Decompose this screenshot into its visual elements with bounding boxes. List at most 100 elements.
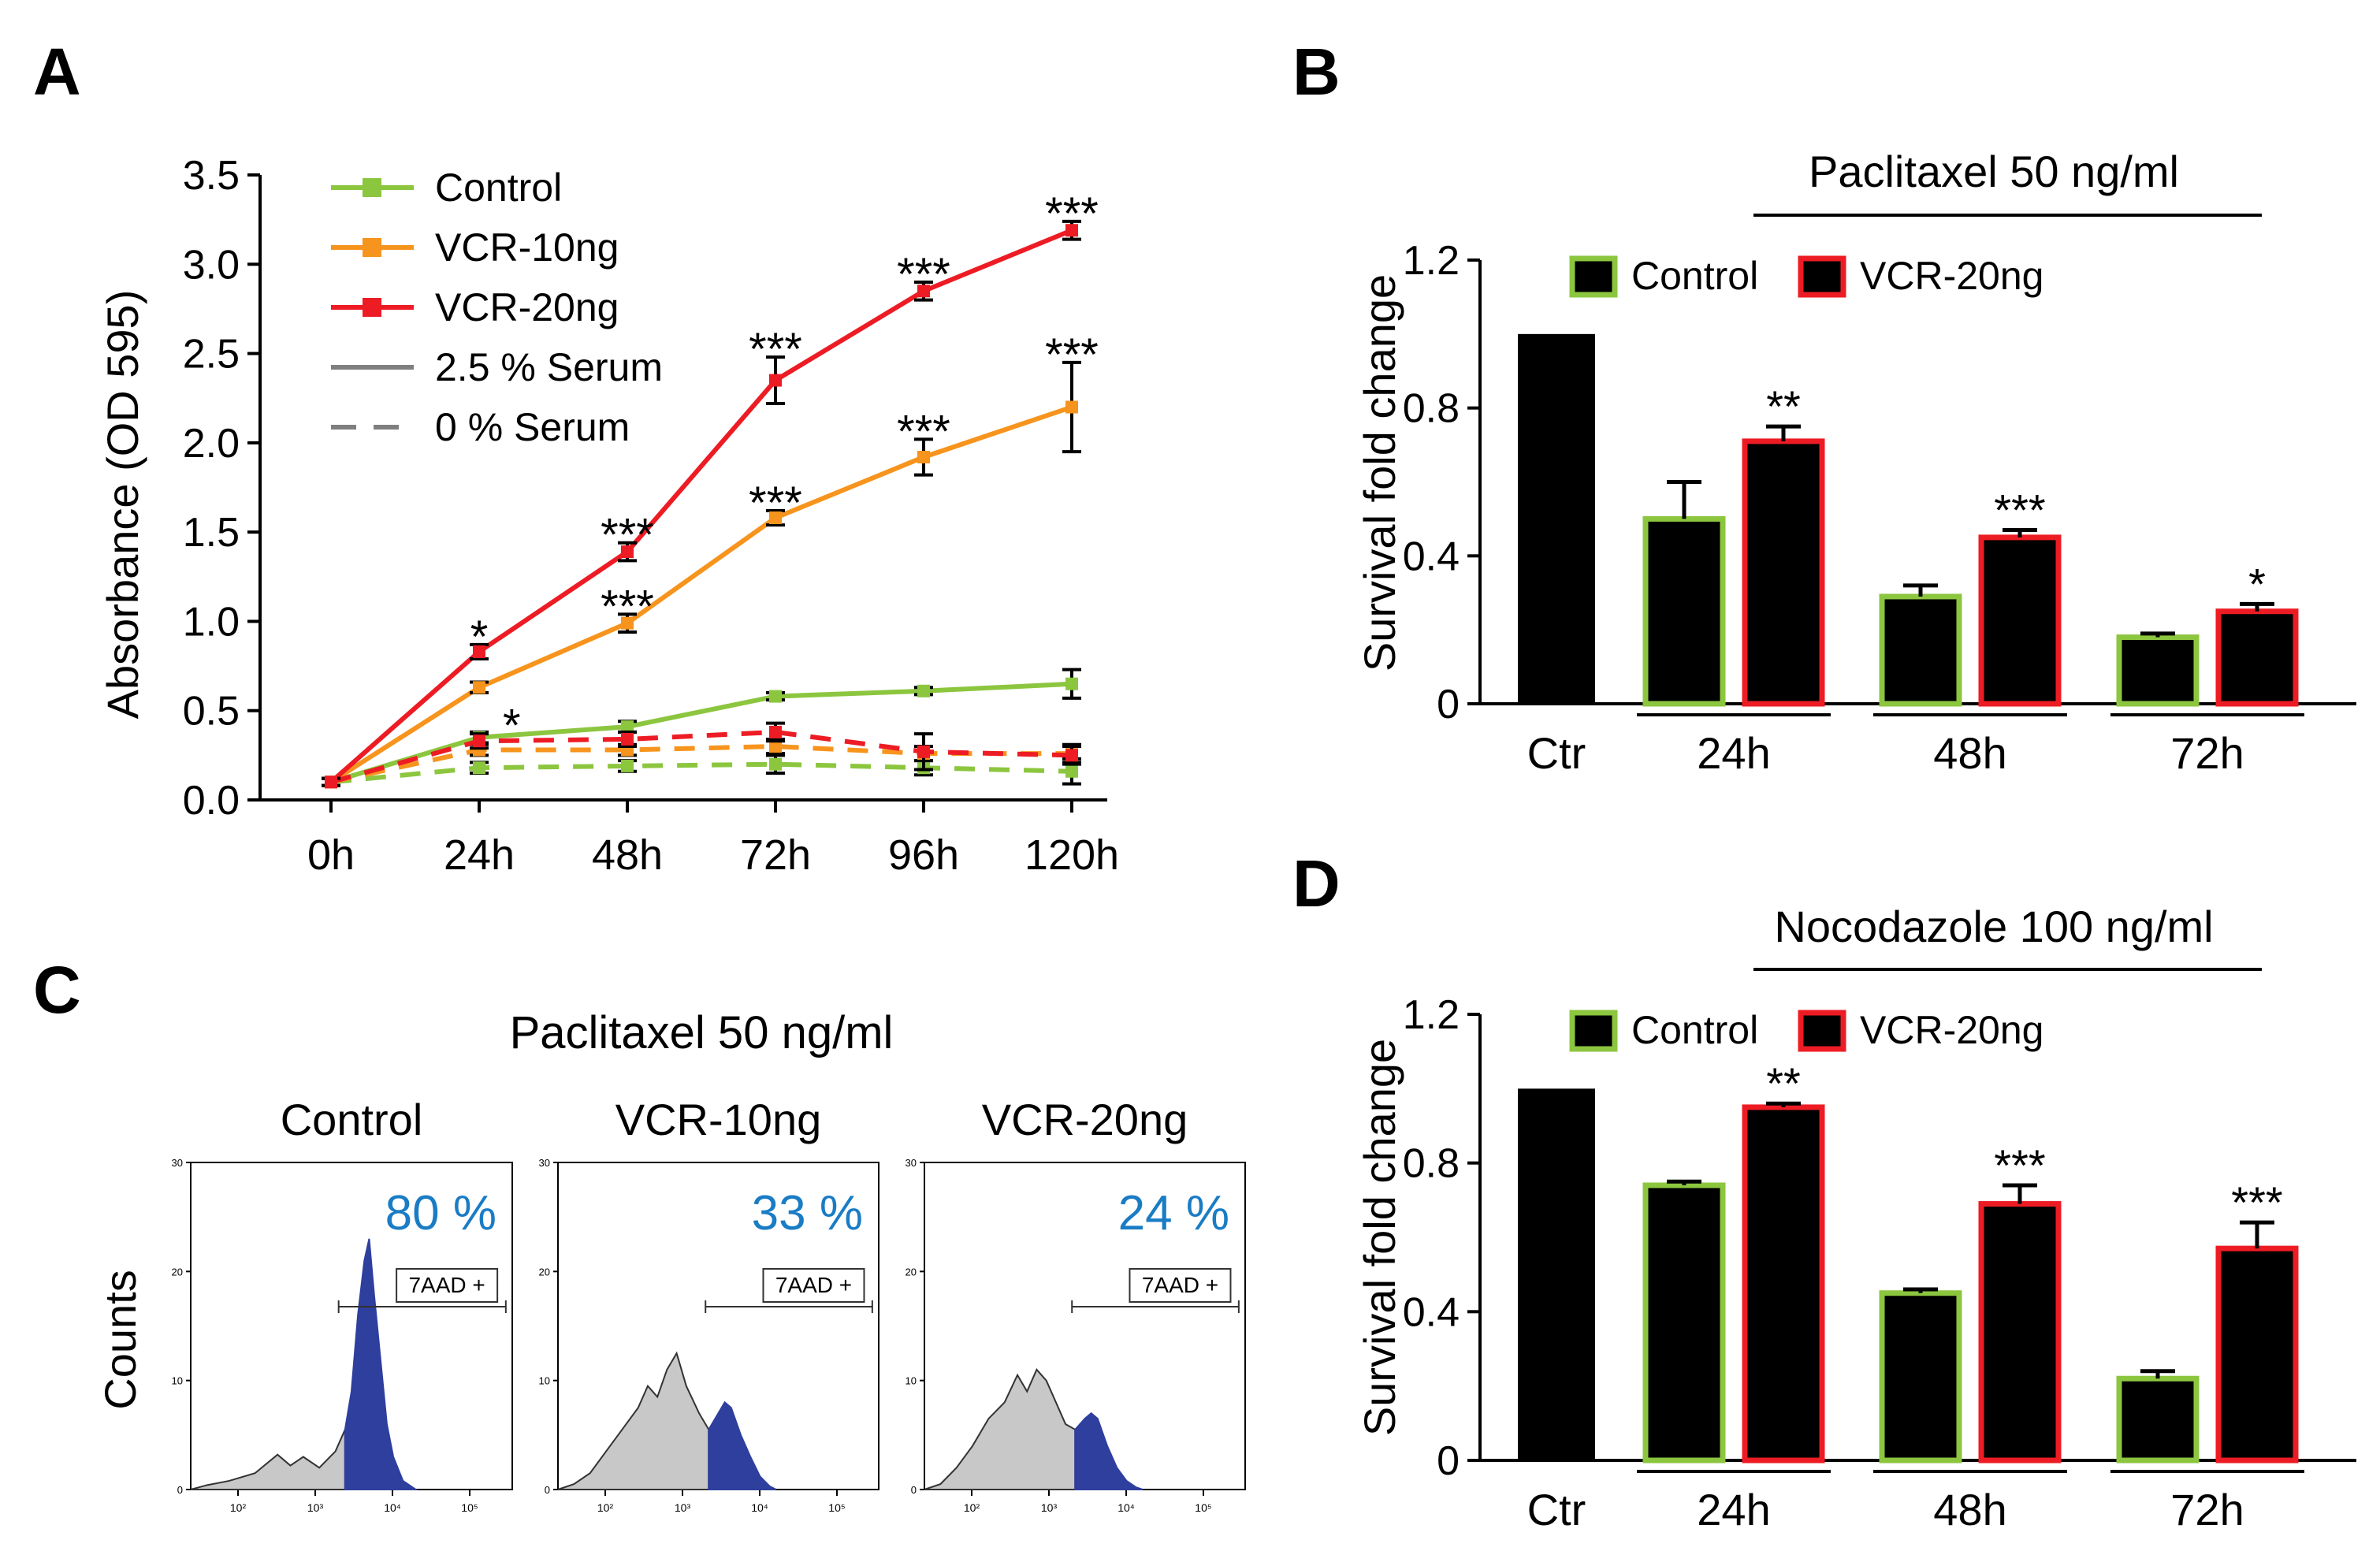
panel-label-c: C (33, 953, 81, 1027)
x-tick-label: 10² (964, 1501, 980, 1514)
data-point (917, 684, 930, 697)
y-tick-label: 30 (906, 1157, 917, 1169)
data-point (769, 374, 782, 387)
legend-label: Control (1631, 1008, 1758, 1052)
panel-a-line-chart: Absorbance (OD 595) 0.0 0.5 1.0 1.5 2.0 2.5 3.… (98, 153, 1119, 879)
panel-c-ylabel: Counts (95, 1270, 145, 1409)
data-point (473, 681, 485, 694)
x-tick-label: 72h (2170, 728, 2244, 778)
data-point (621, 732, 634, 746)
panel-a-axes: 0.0 0.5 1.0 1.5 2.0 2.5 3.0 3.5 0h 24h 48h 72h 96h 12… (183, 153, 1119, 879)
data-point (917, 450, 930, 463)
y-tick-label: 1.2 (1403, 992, 1460, 1038)
percent-label: 80 % (385, 1186, 496, 1240)
x-tick-label: 24h (1697, 728, 1770, 778)
data-point (1065, 677, 1078, 690)
bar (2215, 608, 2299, 707)
panel-b-bar-chart: Paclitaxel 50 ng/ml Survival fold change… (1355, 147, 2356, 778)
gate-label: 7AAD + (775, 1273, 852, 1297)
panel-d-bars: ******** (1518, 1058, 2299, 1464)
panel-c-subplots: Control 0 10 20 30 10² 10³ 10⁴ 10⁵ 7AAD + 80 % VCR-… (172, 1095, 1246, 1514)
y-tick-label: 0 (177, 1484, 183, 1496)
significance-label: *** (897, 406, 950, 457)
significance-label: *** (897, 249, 950, 300)
y-tick-label: 30 (539, 1157, 550, 1169)
subplot-title: Control (281, 1095, 423, 1144)
bar (2116, 634, 2200, 707)
y-tick-label: 1.5 (183, 510, 240, 556)
bar (1642, 1182, 1726, 1464)
significance-label: * (2248, 559, 2266, 608)
significance-label: * (503, 700, 521, 751)
y-tick-label: 10 (906, 1375, 917, 1387)
x-tick-label: 10⁴ (384, 1501, 401, 1514)
percent-label: 24 % (1118, 1186, 1229, 1240)
data-point (621, 759, 634, 772)
y-tick-label: 1.2 (1403, 238, 1460, 284)
data-point (621, 616, 634, 630)
data-point (621, 545, 634, 559)
y-tick-label: 30 (172, 1157, 183, 1169)
legend-marker (363, 178, 381, 197)
panel-d-legend: Control VCR-20ng (1569, 1008, 2043, 1052)
significance-label: *** (749, 324, 802, 375)
x-tick-label: 120h (1025, 831, 1119, 879)
x-tick-label: 10⁴ (751, 1501, 768, 1514)
x-tick-label: Ctr (1527, 728, 1586, 778)
legend-swatch (1798, 1010, 1846, 1052)
x-tick-label: 10⁵ (461, 1501, 478, 1514)
histogram-blue (708, 1400, 777, 1490)
panel-c-title: Paclitaxel 50 ng/ml (510, 1007, 894, 1058)
x-tick-label: 10⁵ (1195, 1501, 1211, 1514)
legend-label: 2.5 % Serum (435, 345, 663, 389)
legend-label: VCR-20ng (435, 285, 619, 329)
x-tick-label: 48h (1933, 728, 2006, 778)
y-tick-label: 20 (539, 1266, 550, 1278)
bar (1742, 438, 1825, 707)
x-tick-label: 96h (888, 831, 959, 879)
panel-b-ylabel: Survival fold change (1355, 274, 1404, 671)
y-tick-label: 1.0 (183, 599, 240, 645)
gate-label-box (1129, 1268, 1232, 1303)
panel-d-ylabel: Survival fold change (1355, 1039, 1404, 1436)
panel-d-title: Nocodazole 100 ng/ml (1774, 902, 2213, 951)
legend-label: 0 % Serum (435, 405, 630, 449)
data-point (473, 735, 485, 748)
y-tick-label: 2.0 (183, 421, 240, 467)
legend-swatch (1569, 255, 1618, 298)
y-tick-label: 0.4 (1403, 1289, 1460, 1335)
bar (1642, 515, 1726, 707)
series-line (330, 681, 1073, 785)
y-tick-label: 10 (172, 1375, 183, 1387)
histogram-subplot: VCR-20ng 0 10 20 30 10² 10³ 10⁴ 10⁵ 7AAD + 24 % (906, 1095, 1246, 1514)
x-tick-label: 10⁴ (1117, 1501, 1135, 1514)
data-point (769, 725, 782, 738)
panel-d-bar-chart: Nocodazole 100 ng/ml Survival fold chang… (1355, 902, 2356, 1534)
bar (1518, 1088, 1595, 1460)
y-tick-label: 0.4 (1403, 534, 1460, 579)
panel-label-a: A (33, 35, 81, 109)
gate-label: 7AAD + (408, 1273, 485, 1297)
x-tick-label: 10² (597, 1501, 614, 1514)
histogram-gray (924, 1368, 1077, 1490)
x-tick-label: 48h (592, 831, 663, 879)
y-tick-label: 0.8 (1403, 386, 1460, 432)
panel-b-title: Paclitaxel 50 ng/ml (1809, 147, 2179, 196)
y-tick-label: 3.5 (183, 153, 240, 199)
y-tick-label: 0 (545, 1484, 550, 1496)
legend-swatch (1798, 255, 1846, 298)
bar (1518, 333, 1595, 704)
bar (1978, 534, 2062, 707)
data-point (917, 745, 930, 758)
y-tick-label: 0.8 (1403, 1141, 1460, 1187)
series-line (330, 729, 1073, 785)
significance-label: *** (2231, 1177, 2282, 1227)
x-tick-label: Ctr (1527, 1485, 1586, 1534)
panel-a-series (322, 219, 1081, 789)
subplot-title: VCR-10ng (615, 1095, 821, 1144)
x-tick-label: 10³ (675, 1501, 691, 1514)
panel-a-legend: Control VCR-10ng VCR-20ng 2.5 % Serum 0 % Se… (331, 166, 663, 449)
y-tick-label: 0 (911, 1484, 917, 1496)
data-point (769, 511, 782, 525)
legend-swatch (1569, 1010, 1618, 1052)
